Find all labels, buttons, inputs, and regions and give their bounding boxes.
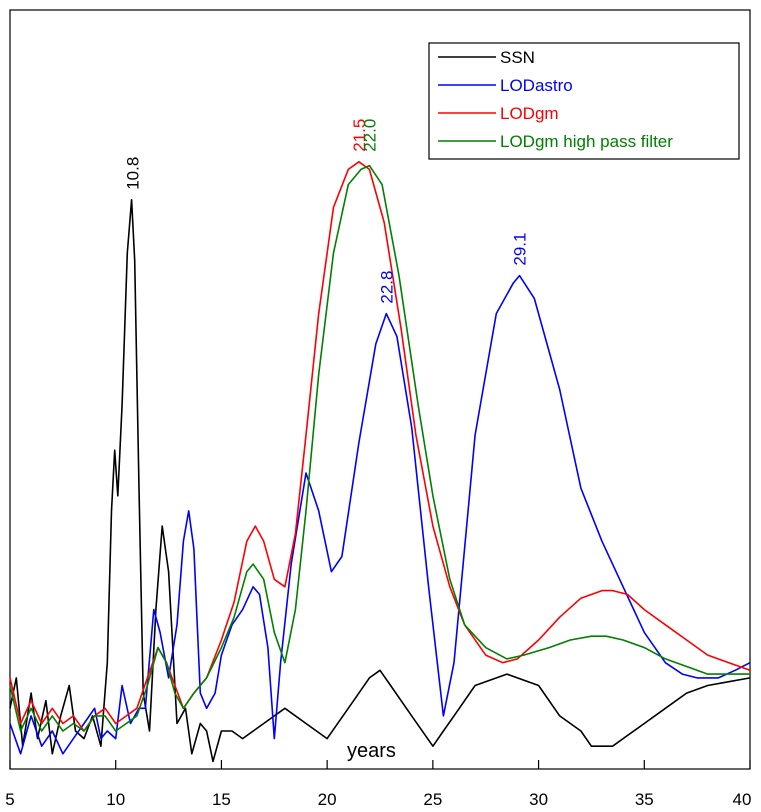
- legend-label-1: LODastro: [500, 76, 573, 95]
- peak-label-4: 29.1: [511, 233, 530, 266]
- x-tick-label-25: 25: [423, 790, 442, 809]
- legend-label-2: LODgm: [500, 104, 559, 123]
- x-tick-label-30: 30: [529, 790, 548, 809]
- x-tick-label-20: 20: [318, 790, 337, 809]
- legend-items: SSN LODastro LODgm LODgm high pass filter: [438, 48, 673, 151]
- x-tick-label-15: 15: [212, 790, 231, 809]
- series-line-3: [9, 164, 750, 732]
- annotation-layer: 10.8 21.522.0 22.8 29.1: [124, 119, 530, 304]
- peak-label-2: 22.0: [360, 119, 379, 152]
- x-tick-label-5: 5: [5, 790, 14, 809]
- legend-label-3: LODgm high pass filter: [500, 132, 673, 151]
- legend-box: [428, 42, 740, 160]
- x-tick-label-40: 40: [733, 790, 752, 809]
- series-line-2: [9, 161, 751, 732]
- x-axis-ticks: 5 10 15 20 25 30 35 40: [5, 760, 751, 809]
- legend-label-0: SSN: [500, 48, 535, 67]
- peak-label-1: 21.5: [350, 119, 369, 152]
- series-layer: [9, 161, 751, 763]
- x-tick-label-10: 10: [106, 790, 125, 809]
- x-axis-label: years: [347, 740, 396, 762]
- peak-label-0: 10.8: [124, 157, 143, 190]
- series-line-0: [9, 199, 751, 763]
- peak-label-3: 22.8: [377, 271, 396, 304]
- plot-frame: [9, 9, 751, 770]
- legend: SSN LODastro LODgm LODgm high pass filter: [428, 42, 740, 160]
- x-tick-label-35: 35: [635, 790, 654, 809]
- series-line-1: [9, 274, 751, 755]
